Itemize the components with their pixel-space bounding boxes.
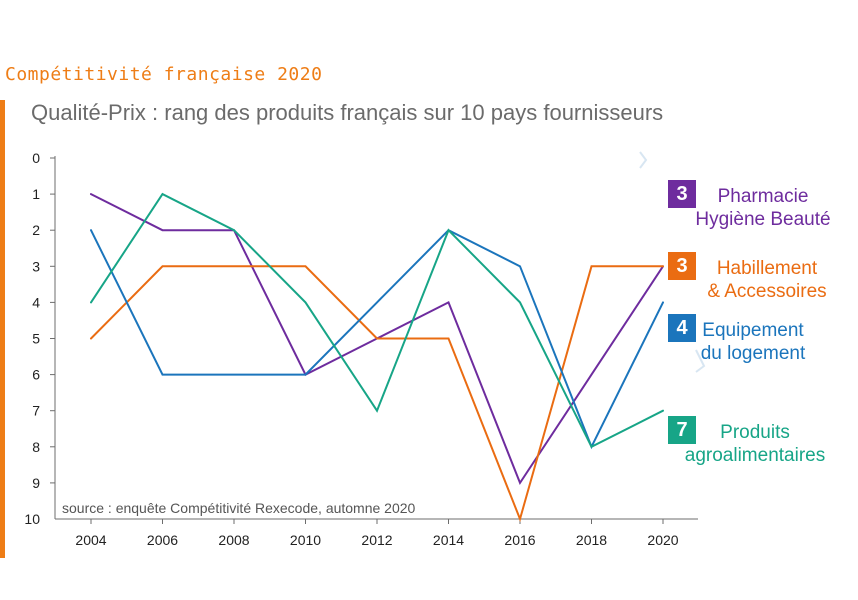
y-tick-label: 8 xyxy=(32,439,40,455)
legend-label: Produits agroalimentaires xyxy=(684,422,826,466)
x-tick-label: 2012 xyxy=(361,532,392,548)
legend-rank-badge: 4 xyxy=(668,314,696,342)
x-tick-label: 2020 xyxy=(647,532,678,548)
series-line-equipement xyxy=(90,228,664,450)
legend-entry-habillement: 3 Habillement & Accessoires xyxy=(668,252,848,308)
y-tick-label: 6 xyxy=(32,367,40,383)
accent-bar xyxy=(0,100,5,558)
y-tick-label: 1 xyxy=(32,186,40,202)
x-tick-label: 2014 xyxy=(433,532,464,548)
y-tick-label: 9 xyxy=(32,475,40,491)
chart-series xyxy=(90,192,664,523)
legend-rank-badge: 3 xyxy=(668,180,696,208)
y-tick-label: 10 xyxy=(24,511,40,527)
source-note: source : enquête Compétitivité Rexecode,… xyxy=(62,500,416,516)
legend-rank-badge: 3 xyxy=(668,252,696,280)
x-tick-label: 2010 xyxy=(290,532,321,548)
x-tick-label: 2006 xyxy=(147,532,178,548)
legend-label: Pharmacie Hygiène Beauté xyxy=(695,186,831,230)
y-tick-label: 2 xyxy=(32,222,40,238)
chart-axes: 0 1 2 3 4 5 6 7 8 9 10 2004 2006 2008 2010 2012 2014 2016… xyxy=(24,150,706,548)
series-line-habillement xyxy=(90,265,664,523)
x-tick-label: 2004 xyxy=(75,532,106,548)
decor-chevron-top xyxy=(639,151,648,169)
legend-rank-badge: 7 xyxy=(668,416,696,444)
y-tick-label: 4 xyxy=(32,294,40,310)
legend-entry-equipement: 4 Equipement du logement xyxy=(668,314,848,370)
x-tick-label: 2008 xyxy=(218,532,249,548)
y-tick-label: 7 xyxy=(32,403,40,419)
y-tick-label: 0 xyxy=(32,150,40,166)
x-tick-label: 2018 xyxy=(576,532,607,548)
chart-subtitle: Qualité-Prix : rang des produits françai… xyxy=(31,100,664,125)
legend-entry-agro: 7 Produits agroalimentaires xyxy=(668,416,848,472)
y-tick-label: 3 xyxy=(32,258,40,274)
header-title: Compétitivité française 2020 xyxy=(5,64,323,85)
legend-entry-pharmacie: 3 Pharmacie Hygiène Beauté xyxy=(668,180,848,236)
x-tick-label: 2016 xyxy=(504,532,535,548)
legend-label: Equipement du logement xyxy=(700,320,806,364)
series-line-agro xyxy=(90,192,664,449)
decor-chevron-mid xyxy=(695,349,706,373)
y-tick-label: 5 xyxy=(32,331,40,347)
legend-label: Habillement & Accessoires xyxy=(707,258,827,302)
